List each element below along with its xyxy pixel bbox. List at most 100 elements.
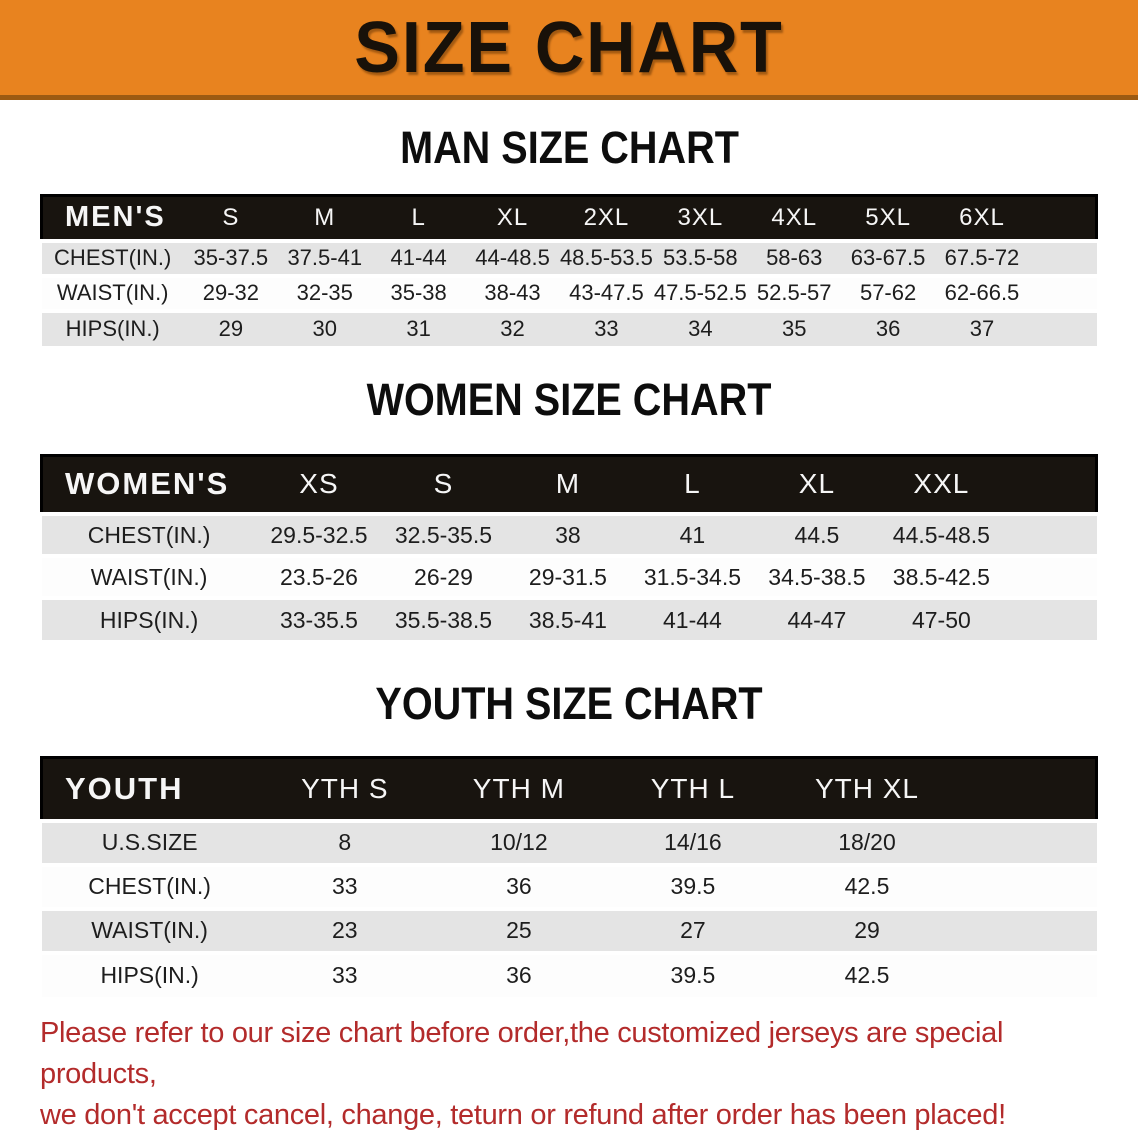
women-row-filler <box>1004 556 1097 598</box>
men-size-value: 30 <box>312 316 337 341</box>
women-row-filler <box>1004 598 1097 640</box>
women-row-label: CHEST(IN.) <box>87 521 211 548</box>
size-chart-banner: SIZE CHART <box>0 0 1138 100</box>
men-size-value: 53.5-58 <box>663 245 738 270</box>
men-size-value: 31 <box>406 316 431 341</box>
women-row-filler <box>1004 514 1097 556</box>
footer-line-1: Please refer to our size chart before or… <box>40 1016 1004 1090</box>
men-size-value: 47.5-52.5 <box>653 280 747 305</box>
women-size-value: 35.5-38.5 <box>394 606 493 633</box>
youth-header-filler <box>954 757 1097 821</box>
youth-section-heading-text: YOUTH SIZE CHART <box>375 678 763 729</box>
men-row-label: HIPS(IN.) <box>65 316 160 341</box>
women-size-value: 31.5-34.5 <box>643 563 742 590</box>
men-size-value: 35-38 <box>390 280 447 305</box>
women-header-row: WOMEN'S XS S M L XL XXL <box>41 455 1097 514</box>
youth-row-label: HIPS(IN.) <box>100 962 199 988</box>
men-corner-label: MEN'S <box>41 195 184 241</box>
women-size-value: 47-50 <box>911 606 971 633</box>
women-column-header: XL <box>754 455 880 514</box>
men-row-filler <box>1029 276 1097 311</box>
men-size-value: 48.5-53.5 <box>559 245 653 270</box>
women-section-heading-text: WOMEN SIZE CHART <box>366 373 772 425</box>
women-size-table: WOMEN'S XS S M L XL XXL CHEST(IN.) 29.5-32.5 32.5… <box>40 454 1098 640</box>
men-table-row: WAIST(IN.) 29-32 32-35 35-38 38-43 43-47.5 47.… <box>41 275 1097 311</box>
women-column-header: S <box>381 455 506 514</box>
women-column-header: M <box>505 455 631 514</box>
women-column-header: L <box>630 455 755 514</box>
youth-table-row: WAIST(IN.) 23 25 27 29 <box>41 908 1097 953</box>
men-size-table: MEN'S S M L XL 2XL 3XL 4XL 5XL 6XL CHEST(IN.) 35-37… <box>40 194 1098 346</box>
men-size-value: 41-44 <box>390 245 447 270</box>
youth-section-heading: YOUTH SIZE CHART <box>0 680 1138 736</box>
youth-size-value: 27 <box>680 917 706 943</box>
youth-row-label: U.S.SIZE <box>101 829 198 855</box>
men-size-value: 57-62 <box>859 280 917 305</box>
men-column-header: 4XL <box>747 195 842 241</box>
men-size-value: 33 <box>594 316 619 341</box>
women-row-label: WAIST(IN.) <box>90 563 208 590</box>
youth-row-filler <box>954 909 1096 953</box>
women-size-value: 29.5-32.5 <box>270 521 368 548</box>
men-table-row: HIPS(IN.) 29 30 31 32 33 34 35 36 37 <box>41 310 1097 346</box>
youth-size-value: 10/12 <box>490 829 548 855</box>
youth-size-value: 33 <box>332 873 358 899</box>
women-size-value: 32.5-35.5 <box>394 521 493 548</box>
men-size-value: 37.5-41 <box>287 245 363 270</box>
youth-size-value: 33 <box>332 962 358 988</box>
men-column-header: 3XL <box>653 195 748 241</box>
youth-size-value: 39.5 <box>670 962 716 988</box>
men-section-heading-text: MAN SIZE CHART <box>399 122 739 173</box>
men-size-value: 34 <box>688 316 713 341</box>
men-size-value: 29 <box>218 316 244 341</box>
youth-size-value: 14/16 <box>664 829 722 855</box>
men-size-value: 36 <box>875 316 901 341</box>
women-size-value: 38.5-41 <box>528 606 607 633</box>
youth-table-row: HIPS(IN.) 33 36 39.5 42.5 <box>41 952 1097 997</box>
men-size-value: 63-67.5 <box>850 245 926 270</box>
youth-size-table: YOUTH YTH S YTH M YTH L YTH XL U.S.SIZE 8 10/12… <box>40 756 1098 997</box>
youth-size-value: 42.5 <box>844 873 890 899</box>
youth-row-label: WAIST(IN.) <box>91 917 208 943</box>
men-column-header: 2XL <box>559 195 654 241</box>
women-size-value: 29-31.5 <box>528 563 607 590</box>
women-corner-label: WOMEN'S <box>41 455 257 514</box>
youth-row-filler <box>954 953 1096 997</box>
men-header-row: MEN'S S M L XL 2XL 3XL 4XL 5XL 6XL <box>41 195 1097 241</box>
men-column-header: XL <box>465 195 560 241</box>
men-column-header: S <box>183 195 278 241</box>
youth-size-value: 23 <box>332 917 358 943</box>
men-section-heading: MAN SIZE CHART <box>0 124 1138 180</box>
youth-column-header: YTH M <box>431 757 606 821</box>
women-size-value: 41 <box>679 521 706 548</box>
women-size-value: 38 <box>555 521 581 548</box>
men-size-value: 44-48.5 <box>475 245 550 270</box>
youth-table-row: U.S.SIZE 8 10/12 14/16 18/20 <box>41 820 1097 865</box>
men-row-label: CHEST(IN.) <box>54 245 172 270</box>
women-size-value: 34.5-38.5 <box>768 563 866 590</box>
men-column-header: 5XL <box>841 195 936 241</box>
women-table-row: CHEST(IN.) 29.5-32.5 32.5-35.5 38 41 44.5 44.5… <box>41 514 1097 556</box>
youth-size-value: 39.5 <box>670 873 716 899</box>
men-size-value: 35-37.5 <box>193 245 269 270</box>
youth-row-label: CHEST(IN.) <box>88 873 211 899</box>
women-size-value: 38.5-42.5 <box>892 563 990 590</box>
women-size-value: 26-29 <box>414 563 473 590</box>
men-table-row: CHEST(IN.) 35-37.5 37.5-41 41-44 44-48.5 48.5… <box>41 240 1097 276</box>
women-table-row: WAIST(IN.) 23.5-26 26-29 29-31.5 31.5-34.5 34… <box>41 556 1097 598</box>
men-size-value: 67.5-72 <box>944 245 1020 270</box>
men-size-value: 43-47.5 <box>569 280 644 305</box>
men-size-value: 32 <box>500 316 525 341</box>
youth-table-row: CHEST(IN.) 33 36 39.5 42.5 <box>41 864 1097 909</box>
men-header-filler <box>1028 195 1097 241</box>
men-size-value: 38-43 <box>484 280 541 305</box>
youth-size-value: 18/20 <box>838 829 896 855</box>
women-size-value: 44.5-48.5 <box>892 521 990 548</box>
men-column-header: 6XL <box>935 195 1029 241</box>
women-table-row: HIPS(IN.) 33-35.5 35.5-38.5 38.5-41 41-44 44-… <box>41 598 1097 640</box>
men-size-value: 52.5-57 <box>756 280 832 305</box>
women-header-filler <box>1003 455 1097 514</box>
men-row-filler <box>1029 241 1097 276</box>
footer-note: Please refer to our size chart before or… <box>40 1013 1102 1132</box>
youth-size-value: 29 <box>854 917 880 943</box>
